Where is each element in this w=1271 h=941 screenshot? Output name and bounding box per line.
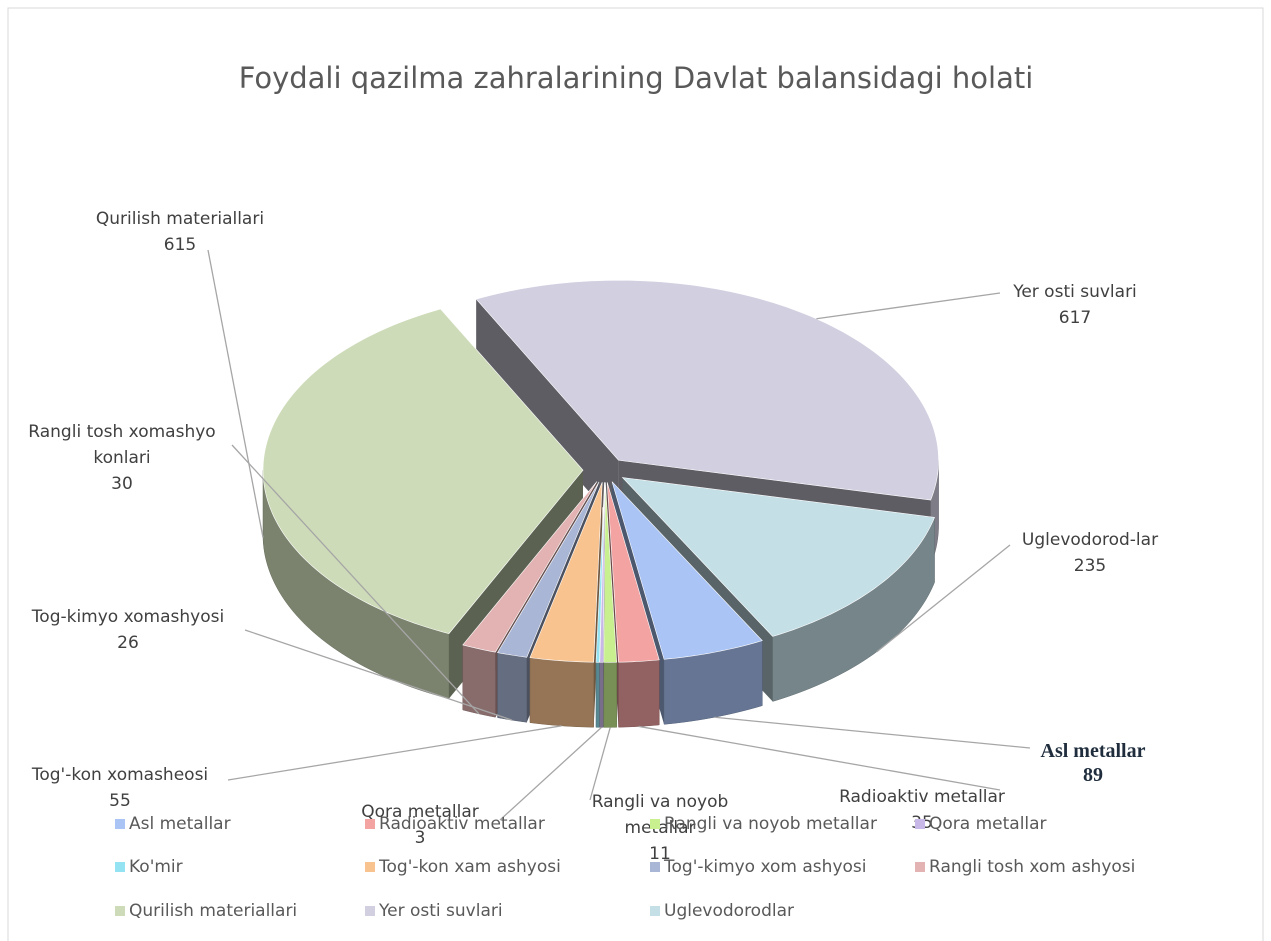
legend-item: Qurilish materiallari [115,901,297,921]
data-label: Qurilish materiallari 615 [70,206,290,258]
legend-swatch [915,862,925,872]
legend-text: Yer osti suvlari [379,901,503,921]
data-label-name: Yer osti suvlari [1013,282,1137,302]
legend-swatch [650,819,660,829]
slice [611,481,763,660]
data-label-value: 11 [649,844,671,864]
data-label-value: 30 [111,474,133,494]
slice-side [595,662,600,728]
legend-text: Tog'-kimyo xom ashyosi [664,857,867,877]
legend-swatch [650,906,660,916]
slice [621,477,935,637]
leader-line [638,725,1001,791]
slice-side [599,662,604,728]
leader-line [816,292,1001,320]
slice-side [497,652,528,723]
legend-item: Qora metallar [915,814,1047,834]
legend-text: Qora metallar [929,814,1047,834]
data-label-value: 89 [1083,764,1103,786]
legend-text: Ko'mir [129,857,183,877]
leader-line [244,629,513,721]
data-label-name: Uglevodorod-lar [1021,530,1159,550]
legend-swatch [115,862,125,872]
legend-text: Tog'-kon xam ashyosi [379,857,561,877]
legend-text: Rangli va noyob metallar [664,814,877,834]
chart-title: Foydali qazilma zahralarining Davlat bal… [239,61,1034,95]
legend-text: Asl metallar [129,814,231,834]
data-label: Yer osti suvlari 617 [965,279,1185,331]
legend-text: Radioaktiv metallar [379,814,545,834]
legend-swatch [365,862,375,872]
legend-swatch [115,819,125,829]
data-label: Tog'-kon xomasheosi 55 [10,762,230,814]
data-label-name: Tog-kimyo xomashyosi [31,607,225,627]
leader-line [589,727,611,801]
legend-swatch [115,906,125,916]
data-label-value: 617 [1058,308,1092,328]
data-label-name: Rangli tosh xomashyo konlari [28,422,216,468]
legend-swatch [650,862,660,872]
slice [262,308,584,634]
slice-side [462,644,496,718]
data-label-value: 235 [1073,556,1107,576]
legend-item: Ko'mir [115,857,183,877]
data-label-name: Tog'-kon xomasheosi [31,765,209,785]
legend-swatch [365,819,375,829]
data-label-value: 55 [109,791,131,811]
legend-text: Uglevodorodlar [664,901,795,921]
slice [497,481,600,658]
data-label: Qora metallar 3 [310,799,530,851]
data-label: Rangli va noyob metallar 11 [575,789,745,867]
legend-item: Asl metallar [115,814,231,834]
data-label-name: Radioaktiv metallar [839,787,1005,807]
leader-line [227,725,562,781]
slice-side [529,657,594,728]
data-label-value: 3 [414,828,426,848]
slice-side [618,659,660,728]
legend-item: Uglevodorodlar [650,901,794,921]
legend-item: Rangli va noyob metallar [650,814,877,834]
legend-swatch [915,819,925,829]
slice-wall [462,481,597,710]
data-label-name: Qurilish materiallari [95,209,265,229]
slice [599,482,606,663]
leader-line [714,716,1031,749]
slice [529,482,603,663]
legend-text: Rangli tosh xom ashyosi [929,857,1136,877]
data-label: Asl metallar 89 [983,739,1203,787]
legend-item: Yer osti suvlari [365,901,503,921]
slice [603,482,618,663]
leader-line [499,726,602,821]
slice [475,279,939,501]
data-label: Tog-kimyo xomashyosi 26 [18,604,238,656]
leader-line [231,444,480,715]
legend-item: Rangli tosh xom ashyosi [915,857,1135,877]
slice [606,482,660,663]
legend-item: Tog'-kimyo xom ashyosi [650,857,866,877]
data-label: Uglevodorod-lar 235 [980,527,1200,579]
data-label-name: Asl metallar [1040,740,1146,762]
legend-swatch [365,906,375,916]
legend-text: Qurilish materiallari [129,901,298,921]
pie [262,279,939,728]
leader-line [207,249,264,538]
legend-item: Radioaktiv metallar [365,814,545,834]
data-label-name: Qora metallar [361,802,479,822]
data-label: Rangli tosh xomashyo konlari 30 [22,419,222,497]
data-label-value: 615 [163,235,197,255]
data-label-name: Rangli va noyob metallar [591,792,729,838]
slice-side [603,662,617,728]
slice-wall [476,299,619,526]
legend-item: Tog'-kon xam ashyosi [365,857,561,877]
leader-line [876,544,1011,653]
slice [462,481,598,653]
data-label-value: 26 [117,633,139,653]
